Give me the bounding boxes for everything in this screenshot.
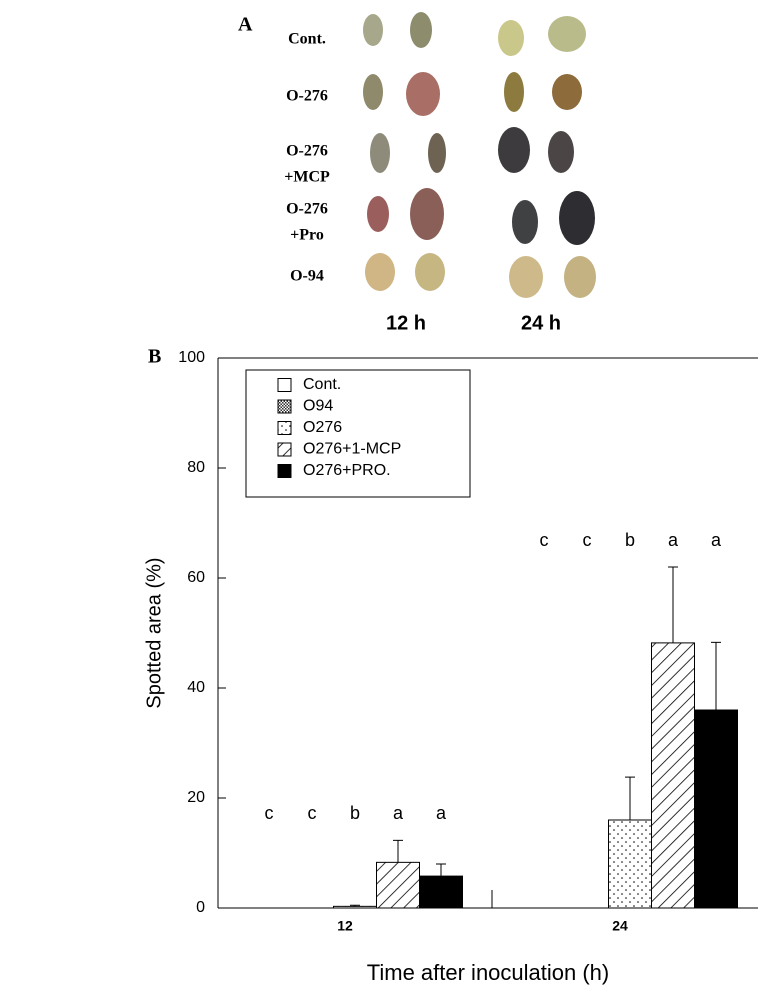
legend-swatch [278,465,291,478]
bar [695,710,738,908]
row-label: +MCP [284,169,330,186]
x-axis-label: Time after inoculation (h) [367,960,610,985]
significance-letter: c [583,530,592,550]
leaf [365,253,395,291]
significance-letter: c [540,530,549,550]
leaf [552,74,582,110]
legend-label: Cont. [303,376,341,393]
y-tick-label: 20 [187,789,205,806]
row-label: O-276 [286,143,328,160]
x-tick-label: 12 [337,918,353,934]
leaf [363,74,383,110]
leaf [498,20,524,56]
legend-swatch [278,443,291,456]
bar [652,643,695,908]
row-label: Cont. [288,31,326,48]
y-tick-label: 80 [187,459,205,476]
column-label: 12 h [386,312,426,334]
page: { "panel_a": { "label": "A", "rows": [["… [0,0,758,990]
y-axis-label: Spotted area (%) [143,557,165,708]
leaf [363,14,383,46]
y-tick-label: 100 [178,349,205,366]
significance-letter: b [625,530,635,550]
leaf [367,196,389,232]
bar [420,876,463,908]
leaf [498,127,530,173]
leaf [428,133,446,173]
panel-label: B [148,346,161,368]
y-tick-label: 40 [187,679,205,696]
leaf [548,131,574,173]
y-tick-label: 0 [196,899,205,916]
significance-letter: c [308,803,317,823]
leaf [512,200,538,244]
leaf [564,256,596,298]
significance-letter: a [668,530,679,550]
legend-swatch [278,400,291,413]
column-label: 24 h [521,312,561,334]
row-label: O-276 [286,201,328,218]
leaf [559,191,595,245]
legend-label: O276+1-MCP [303,441,401,458]
significance-letter: a [393,803,404,823]
row-label: O-276 [286,88,328,105]
leaf [548,16,586,52]
significance-letter: c [265,803,274,823]
leaf [406,72,440,116]
bar [334,906,377,908]
bar [377,862,420,908]
legend-label: O94 [303,398,333,415]
leaf-photos [363,12,596,298]
panel-label: A [238,14,253,36]
legend-swatch [278,422,291,435]
row-label: +Pro [290,227,324,244]
y-tick-label: 60 [187,569,205,586]
x-tick-label: 24 [612,918,628,934]
significance-letter: a [711,530,722,550]
leaf [410,188,444,240]
leaf [370,133,390,173]
leaf [410,12,432,48]
bar [609,820,652,908]
leaf [415,253,445,291]
leaf [509,256,543,298]
legend-swatch [278,379,291,392]
row-label: O-94 [290,268,324,285]
significance-letter: a [436,803,447,823]
legend-label: O276 [303,419,342,436]
significance-letter: b [350,803,360,823]
legend-label: O276+PRO. [303,462,391,479]
leaf [504,72,524,112]
row-labels: Cont. O-276 O-276 +MCP O-276 +Pro O-94 [284,31,330,285]
figure: A Cont.O-276O-276+MCPO-276+ProO-94 12 h … [0,0,758,990]
